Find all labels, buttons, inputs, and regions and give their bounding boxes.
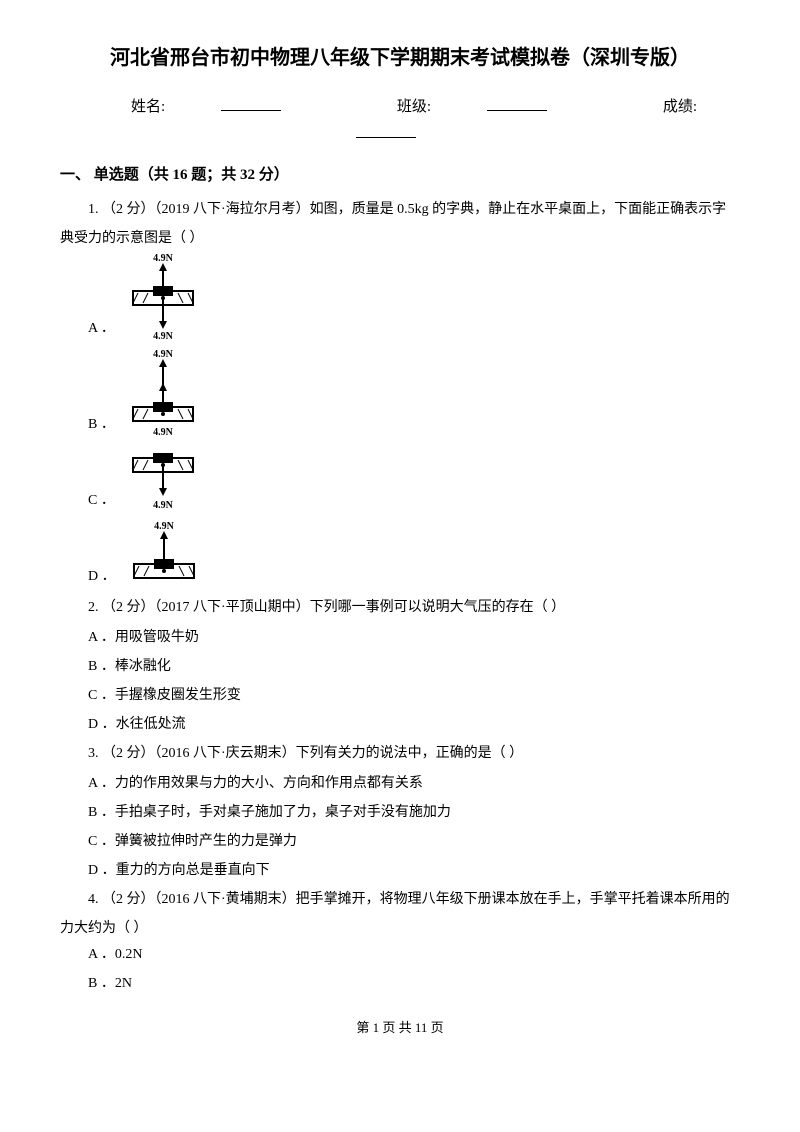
q3-optA: A ．力的作用效果与力的大小、方向和作用点都有关系 <box>60 771 740 796</box>
page-footer: 第 1 页 共 11 页 <box>60 1016 740 1039</box>
diagram-a-icon: 4.9N 4.9N <box>123 251 203 341</box>
q2-text: 2. （2 分）（2017 八下·平顶山期中）下列哪一事例可以说明大气压的存在（… <box>60 595 740 620</box>
q3-optB: B ．手拍桌子时，手对桌子施加了力，桌子对手没有施加力 <box>60 800 740 825</box>
q1-text2: 典受力的示意图是（ ） <box>60 226 740 251</box>
class-field: 班级: <box>369 99 575 115</box>
q4-text2: 力大约为（ ） <box>60 916 740 941</box>
diagram-b-icon: 4.9N 4.9N <box>123 347 203 437</box>
section-header: 一、 单选题（共 16 题；共 32 分） <box>60 162 740 189</box>
q4-optA: A ．0.2N <box>60 942 740 967</box>
q2-optC: C ．手握橡皮圈发生形变 <box>60 683 740 708</box>
q2-optB: B ．棒冰融化 <box>60 654 740 679</box>
page-title: 河北省邢台市初中物理八年级下学期期末考试模拟卷（深圳专版） <box>60 40 740 76</box>
svg-text:4.9N: 4.9N <box>153 331 174 341</box>
svg-text:4.9N: 4.9N <box>153 253 174 264</box>
q3-text: 3. （2 分）（2016 八下·庆云期末）下列有关力的说法中，正确的是（ ） <box>60 741 740 766</box>
svg-text:4.9N: 4.9N <box>153 349 174 360</box>
q3-optD: D ．重力的方向总是垂直向下 <box>60 858 740 883</box>
q1-option-b: B ． 4.9N 4.9N <box>60 347 740 437</box>
q1-option-a: A ． 4.9N 4.9N <box>60 251 740 341</box>
q2-optD: D ．水往低处流 <box>60 712 740 737</box>
q3-optC: C ．弹簧被拉伸时产生的力是弹力 <box>60 829 740 854</box>
diagram-d-icon: 4.9N <box>124 519 204 589</box>
svg-text:4.9N: 4.9N <box>153 500 174 511</box>
meta-row: 姓名: 班级: 成绩: <box>60 94 740 148</box>
q4-optB: B ．2N <box>60 971 740 996</box>
svg-text:4.9N: 4.9N <box>153 427 174 437</box>
svg-text:4.9N: 4.9N <box>154 521 175 532</box>
q1-option-d: D ． 4.9N <box>60 519 740 589</box>
q1-text: 1. （2 分）（2019 八下·海拉尔月考）如图，质量是 0.5kg 的字典，… <box>60 197 740 222</box>
q2-optA: A ．用吸管吸牛奶 <box>60 625 740 650</box>
q4-text: 4. （2 分）（2016 八下·黄埔期末）把手掌摊开，将物理八年级下册课本放在… <box>60 887 740 912</box>
diagram-c-icon: 4.9N <box>123 443 203 513</box>
q1-option-c: C ． 4.9N <box>60 443 740 513</box>
name-field: 姓名: <box>103 99 309 115</box>
